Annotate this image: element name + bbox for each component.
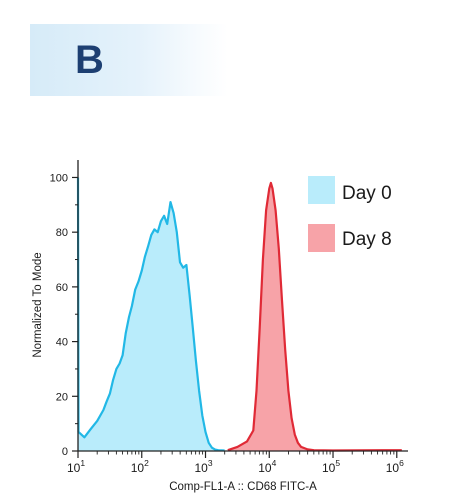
series-layer xyxy=(76,177,402,452)
x-tick-label: 102 xyxy=(131,458,149,475)
y-tick-label: 60 xyxy=(56,282,68,294)
series-line-day-0 xyxy=(76,177,225,452)
series-area-day-0 xyxy=(78,177,225,451)
legend-swatch-day-0 xyxy=(308,176,335,204)
axes xyxy=(77,160,408,452)
legend: Day 0 Day 8 xyxy=(308,176,392,252)
x-tick-label: 104 xyxy=(258,458,276,475)
y-tick-label: 20 xyxy=(56,391,68,403)
legend-label-day-0: Day 0 xyxy=(342,183,392,204)
y-tick-label: 80 xyxy=(56,227,68,239)
x-axis-label: Comp-FL1-A :: CD68 FITC-A xyxy=(169,481,317,493)
y-tick-label: 0 xyxy=(62,446,68,458)
panel-letter: B xyxy=(75,38,104,82)
x-tick-label: 101 xyxy=(67,458,85,475)
x-tick-label: 103 xyxy=(194,458,212,475)
y-axis-label: Normalized To Mode xyxy=(32,252,44,357)
series-area-day-8 xyxy=(227,182,402,451)
series-line-day-8 xyxy=(227,181,402,452)
legend-swatch-day-8 xyxy=(308,224,335,252)
tick-layer: 0 20 40 60 80 100 101 102 103 104 105 106 xyxy=(50,172,404,475)
y-tick-label: 40 xyxy=(56,337,68,349)
x-tick-label: 105 xyxy=(322,458,340,475)
legend-label-day-8: Day 8 xyxy=(342,229,392,250)
x-tick-label: 106 xyxy=(386,458,404,475)
panel-label-banner xyxy=(30,24,228,96)
y-tick-label: 100 xyxy=(50,172,68,184)
